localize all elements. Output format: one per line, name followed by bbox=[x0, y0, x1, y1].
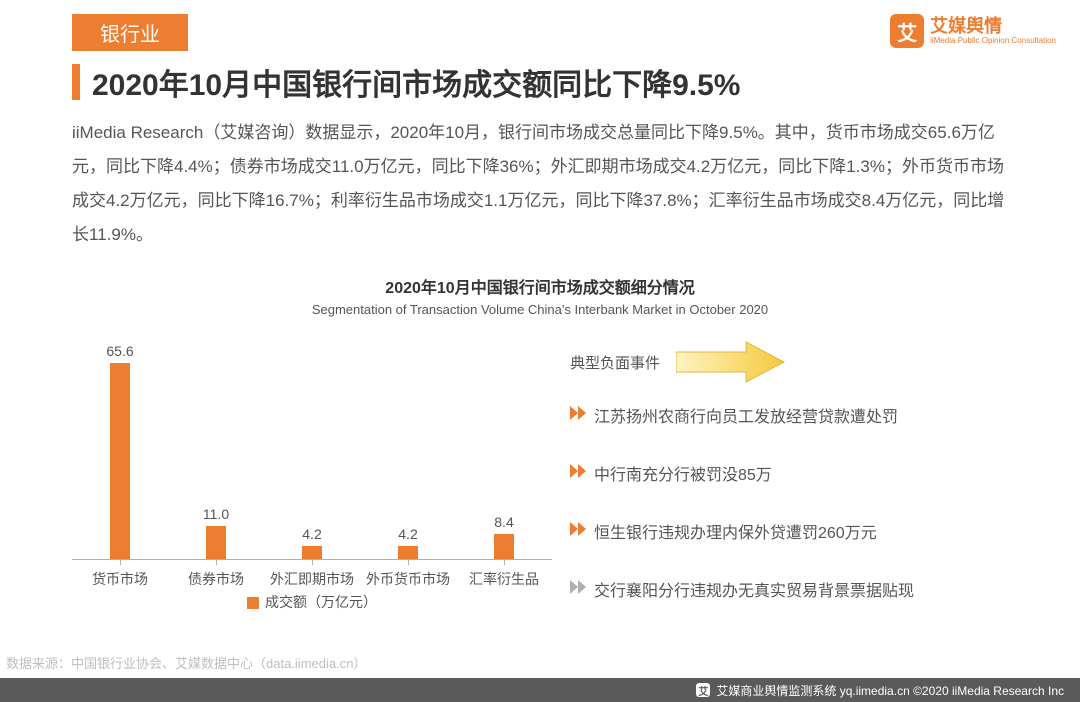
category-label: 外汇即期市场 bbox=[270, 569, 354, 589]
event-item: 恒生银行违规办理内保外贷遭罚260万元 bbox=[570, 522, 1040, 546]
logo-en: iiMedia Public Opinion Consultation bbox=[930, 37, 1056, 46]
chart-plot-area: 65.6货币市场11.0债券市场4.2外汇即期市场4.2外币货币市场8.4汇率衍… bbox=[72, 350, 552, 560]
bar-value-label: 11.0 bbox=[203, 506, 229, 522]
category-label: 债券市场 bbox=[188, 569, 244, 589]
title-accent-bar bbox=[72, 64, 80, 100]
brand-logo: 艾 艾媒舆情 iiMedia Public Opinion Consultati… bbox=[890, 14, 1056, 48]
summary-paragraph: iiMedia Research（艾媒咨询）数据显示，2020年10月，银行间市… bbox=[72, 116, 1020, 252]
event-item: 交行襄阳分行违规办无真实贸易背景票据贴现 bbox=[570, 580, 1040, 604]
events-list: 江苏扬州农商行向员工发放经营贷款遭处罚中行南充分行被罚没85万恒生银行违规办理内… bbox=[570, 406, 1040, 604]
bar-value-label: 8.4 bbox=[494, 514, 513, 530]
big-arrow-icon bbox=[676, 340, 786, 384]
event-text: 中行南充分行被罚没85万 bbox=[594, 464, 1040, 488]
page-title: 2020年10月中国银行间市场成交额同比下降9.5% bbox=[92, 60, 741, 104]
axis-tick bbox=[120, 559, 121, 565]
event-text: 江苏扬州农商行向员工发放经营贷款遭处罚 bbox=[594, 406, 1040, 430]
bar: 8.4 bbox=[494, 534, 514, 559]
chart-legend: 成交额（万亿元） bbox=[72, 592, 552, 612]
event-text: 交行襄阳分行违规办无真实贸易背景票据贴现 bbox=[594, 580, 1040, 604]
category-label: 外币货币市场 bbox=[366, 569, 450, 589]
event-arrow-icon bbox=[570, 522, 594, 536]
logo-cn: 艾媒舆情 bbox=[930, 17, 1056, 37]
event-arrow-icon bbox=[570, 464, 594, 478]
legend-label: 成交额（万亿元） bbox=[265, 594, 377, 610]
event-item: 中行南充分行被罚没85万 bbox=[570, 464, 1040, 488]
axis-tick bbox=[408, 559, 409, 565]
category-badge: 银行业 bbox=[72, 14, 188, 51]
event-arrow-icon bbox=[570, 580, 594, 594]
legend-swatch bbox=[247, 597, 259, 609]
event-text: 恒生银行违规办理内保外贷遭罚260万元 bbox=[594, 522, 1040, 546]
event-arrow-icon bbox=[570, 406, 594, 420]
chart-title-cn: 2020年10月中国银行间市场成交额细分情况 bbox=[0, 274, 1080, 298]
events-header: 典型负面事件 bbox=[570, 340, 1040, 384]
category-label: 货币市场 bbox=[92, 569, 148, 589]
bar: 4.2 bbox=[398, 546, 418, 559]
bar: 4.2 bbox=[302, 546, 322, 559]
chart-title-en: Segmentation of Transaction Volume China… bbox=[0, 302, 1080, 317]
events-panel: 典型负面事件 江苏扬州农商行向员工发放经营贷款遭处罚中行南充分行被罚没85万恒生… bbox=[570, 340, 1040, 638]
logo-text: 艾媒舆情 iiMedia Public Opinion Consultation bbox=[930, 17, 1056, 46]
bar-value-label: 65.6 bbox=[106, 343, 133, 359]
bar: 65.6 bbox=[110, 363, 130, 559]
data-source: 数据来源：中国银行业协会、艾媒数据中心（data.iimedia.cn） bbox=[6, 653, 366, 672]
bar-value-label: 4.2 bbox=[302, 526, 321, 542]
footer-bar: 艾 艾媒商业舆情监测系统 yq.iimedia.cn ©2020 iiMedia… bbox=[0, 678, 1080, 702]
category-label: 汇率衍生品 bbox=[469, 569, 539, 589]
axis-tick bbox=[312, 559, 313, 565]
events-header-label: 典型负面事件 bbox=[570, 352, 660, 373]
footer-text: 艾媒商业舆情监测系统 yq.iimedia.cn ©2020 iiMedia R… bbox=[716, 682, 1064, 699]
axis-tick bbox=[504, 559, 505, 565]
bar-value-label: 4.2 bbox=[398, 526, 417, 542]
bar-chart: 65.6 货币市场 11.0 债券市场 4.2 外汇即期市场 4.2 外币货币市场 8.4 汇率衍… bbox=[72, 330, 552, 620]
axis-tick bbox=[216, 559, 217, 565]
page-title-wrap: 2020年10月中国银行间市场成交额同比下降9.5% bbox=[72, 60, 741, 104]
bar: 11.0 bbox=[206, 526, 226, 559]
footer-logo-icon: 艾 bbox=[696, 683, 710, 697]
logo-mark-icon: 艾 bbox=[890, 14, 924, 48]
event-item: 江苏扬州农商行向员工发放经营贷款遭处罚 bbox=[570, 406, 1040, 430]
chart-title: 2020年10月中国银行间市场成交额细分情况 Segmentation of T… bbox=[0, 274, 1080, 317]
